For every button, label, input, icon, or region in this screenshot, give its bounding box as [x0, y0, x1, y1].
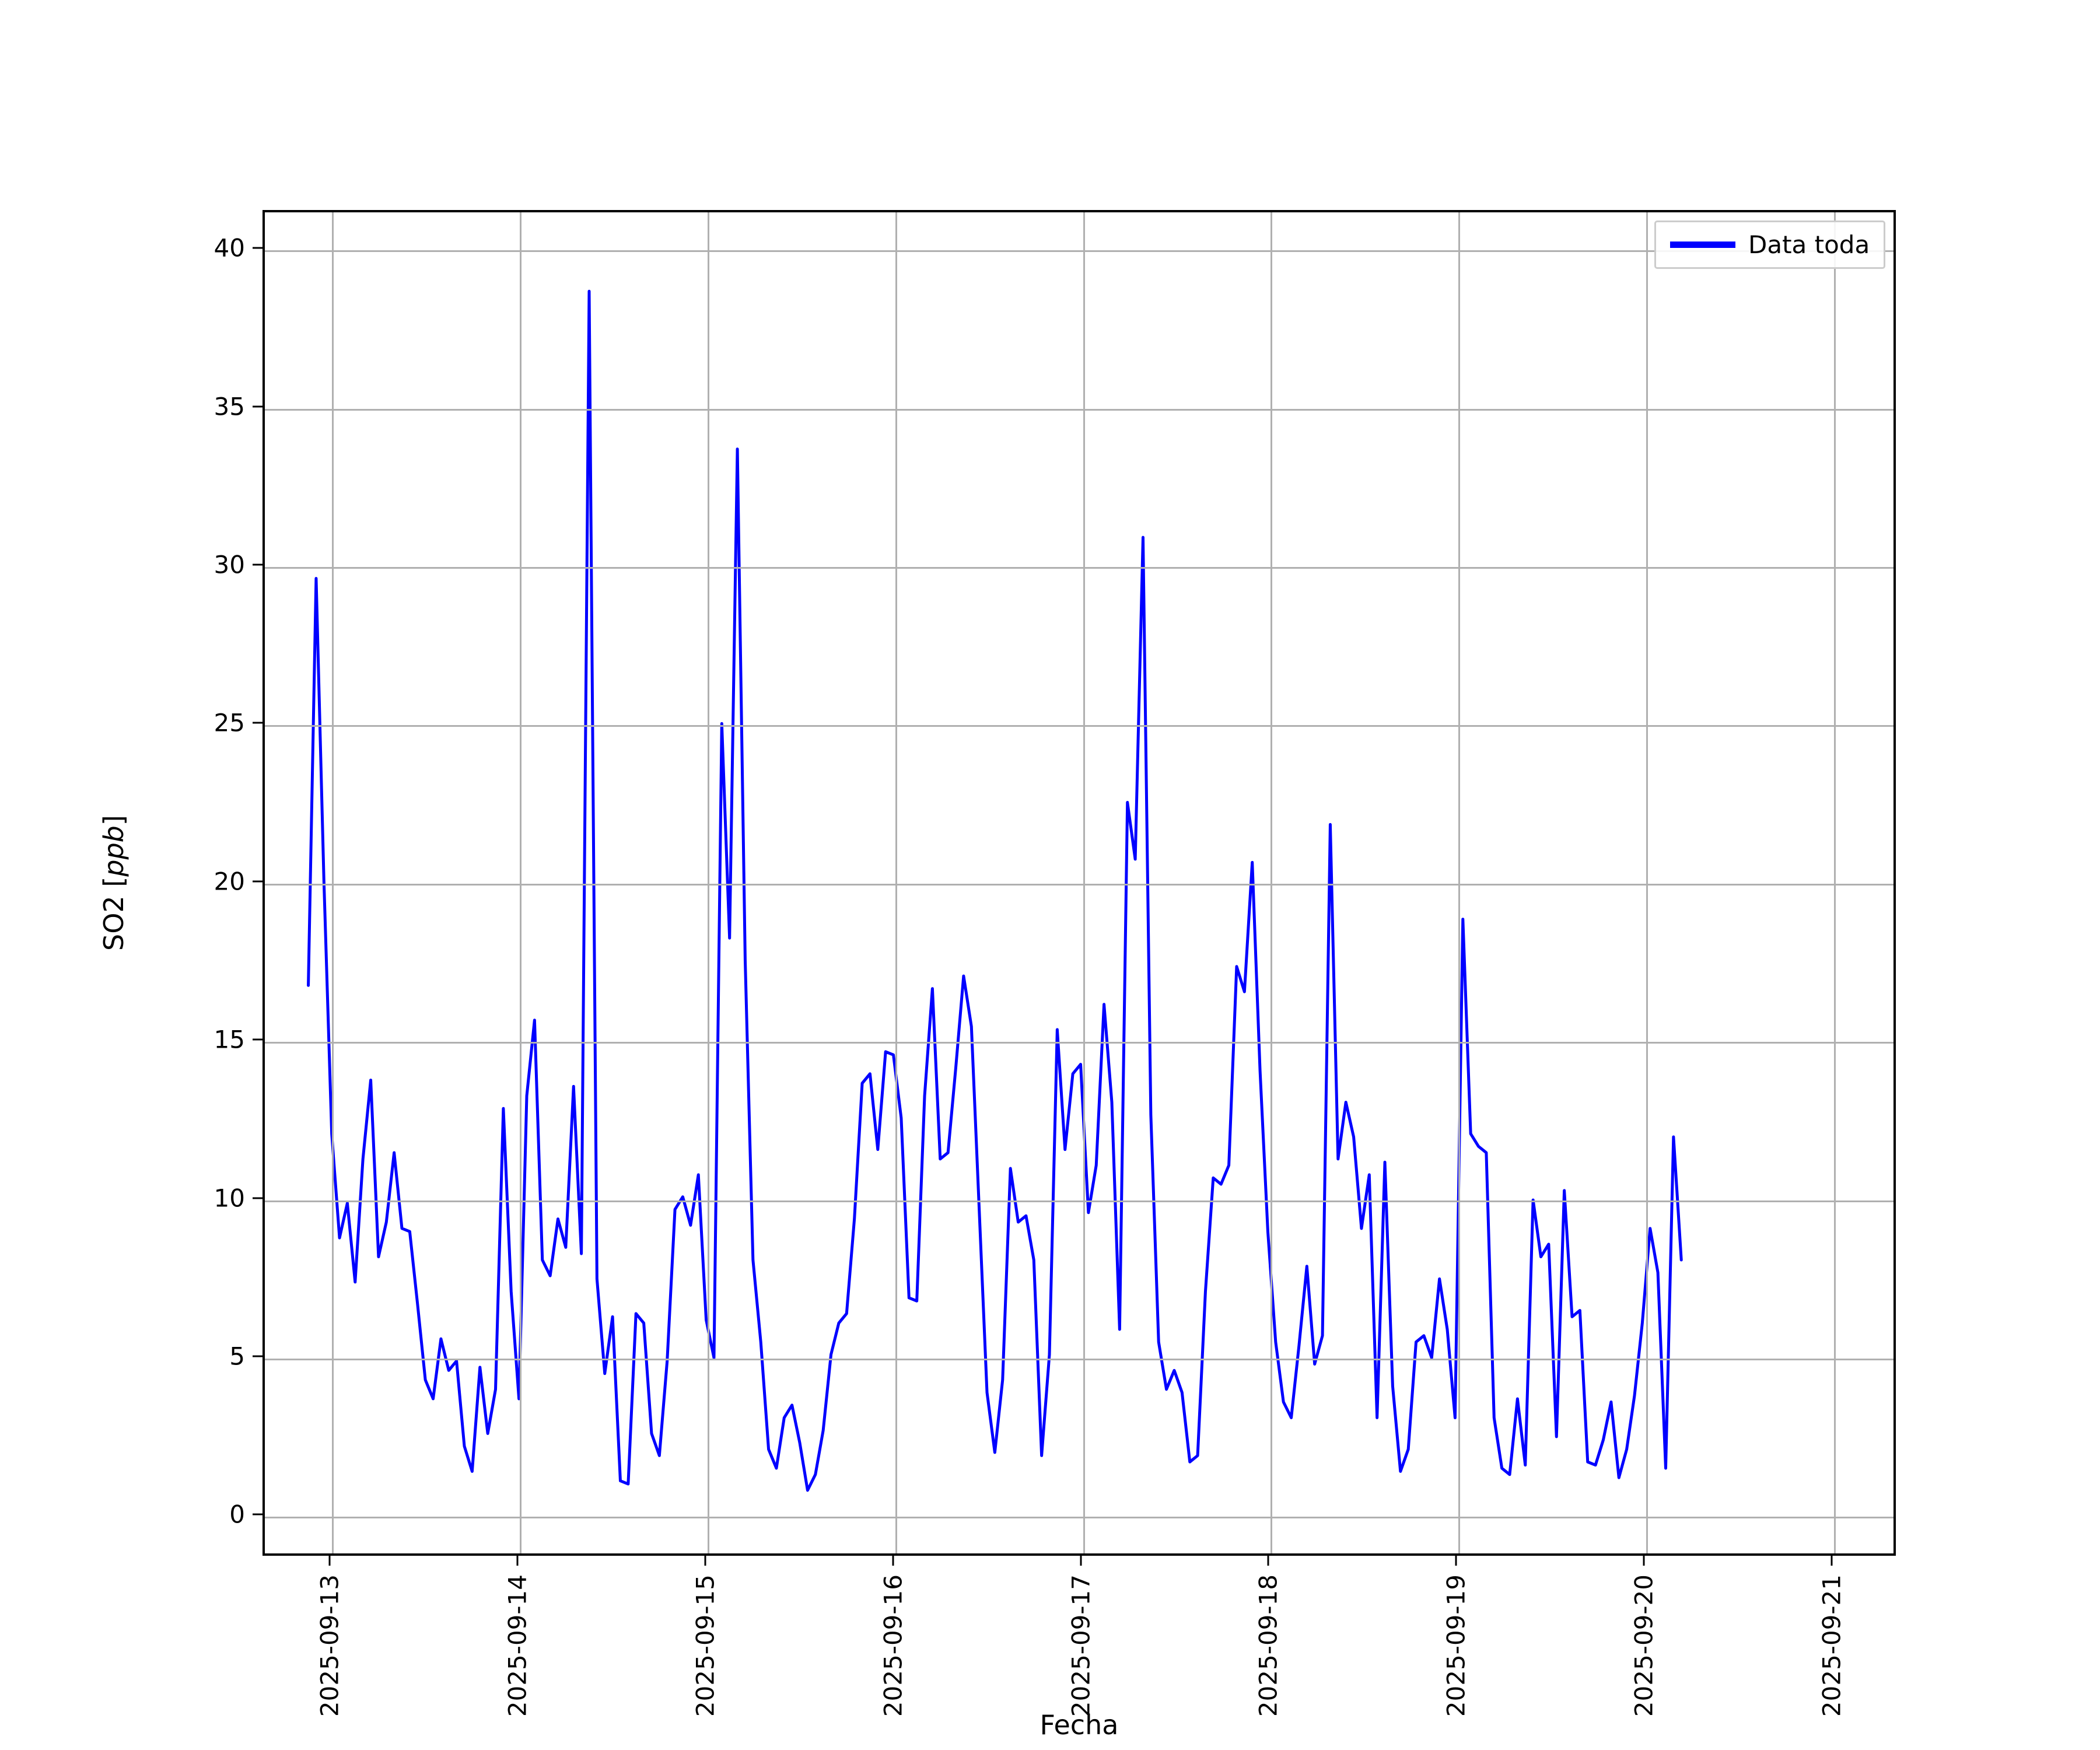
y-tick-label: 15: [214, 1025, 245, 1054]
y-tick-mark: [253, 247, 262, 249]
x-gridline: [1083, 212, 1085, 1553]
x-tick-mark: [1643, 1556, 1645, 1566]
y-gridline: [265, 1517, 1894, 1519]
x-gridline: [1270, 212, 1273, 1553]
y-tick-label: 10: [214, 1184, 245, 1213]
x-tick-label: 2025-09-14: [503, 1574, 532, 1717]
x-tick-label: 2025-09-13: [315, 1574, 344, 1717]
y-tick-label: 40: [214, 233, 245, 262]
x-tick-label: 2025-09-19: [1441, 1574, 1471, 1717]
y-tick-mark: [253, 1197, 262, 1199]
y-gridline: [265, 566, 1894, 569]
legend-line-swatch: [1670, 242, 1735, 248]
x-tick-label: 2025-09-21: [1817, 1574, 1846, 1717]
x-tick-label: 2025-09-16: [878, 1574, 908, 1717]
x-axis-label: Fecha: [1040, 1709, 1119, 1741]
y-axis-label-prefix: SO2 [: [98, 876, 130, 951]
x-tick-label: 2025-09-17: [1066, 1574, 1095, 1717]
x-gridline: [1458, 212, 1461, 1553]
y-gridline: [265, 1359, 1894, 1361]
y-gridline: [265, 725, 1894, 727]
y-tick-label: 30: [214, 550, 245, 579]
x-tick-label: 2025-09-18: [1254, 1574, 1283, 1717]
x-tick-mark: [1455, 1556, 1457, 1566]
legend-box: Data toda: [1654, 220, 1886, 269]
y-gridline: [265, 883, 1894, 886]
y-tick-mark: [253, 880, 262, 883]
y-tick-label: 20: [214, 867, 245, 896]
x-gridline: [332, 212, 334, 1553]
y-tick-mark: [253, 1038, 262, 1041]
x-gridline: [1646, 212, 1648, 1553]
x-tick-mark: [892, 1556, 894, 1566]
y-tick-label: 25: [214, 708, 245, 737]
y-gridline: [265, 250, 1894, 253]
y-tick-mark: [253, 722, 262, 724]
x-tick-label: 2025-09-15: [691, 1574, 720, 1717]
y-tick-mark: [253, 405, 262, 408]
y-gridline: [265, 408, 1894, 411]
x-tick-mark: [1080, 1556, 1082, 1566]
x-tick-mark: [1267, 1556, 1269, 1566]
y-axis-label-units: ppb: [98, 825, 130, 877]
y-gridline: [265, 1042, 1894, 1044]
x-tick-mark: [1831, 1556, 1833, 1566]
x-tick-label: 2025-09-20: [1629, 1574, 1658, 1717]
plot-area: [262, 210, 1896, 1556]
x-tick-mark: [704, 1556, 706, 1566]
x-tick-mark: [328, 1556, 331, 1566]
y-tick-label: 5: [229, 1342, 245, 1371]
x-gridline: [1834, 212, 1836, 1553]
y-tick-mark: [253, 564, 262, 566]
legend-label-data-toda: Data toda: [1748, 230, 1870, 259]
x-gridline: [707, 212, 709, 1553]
y-axis-label-suffix: ]: [98, 815, 130, 826]
x-gridline: [519, 212, 522, 1553]
data-line-layer: [265, 212, 1894, 1553]
y-tick-mark: [253, 1355, 262, 1357]
y-tick-label: 0: [229, 1500, 245, 1529]
x-tick-mark: [516, 1556, 519, 1566]
series-line-data-toda: [309, 291, 1682, 1490]
y-gridline: [265, 1200, 1894, 1202]
y-tick-mark: [253, 1513, 262, 1516]
x-gridline: [895, 212, 897, 1553]
y-tick-label: 35: [214, 392, 245, 421]
y-axis-label: SO2 [ppb]: [98, 815, 130, 951]
